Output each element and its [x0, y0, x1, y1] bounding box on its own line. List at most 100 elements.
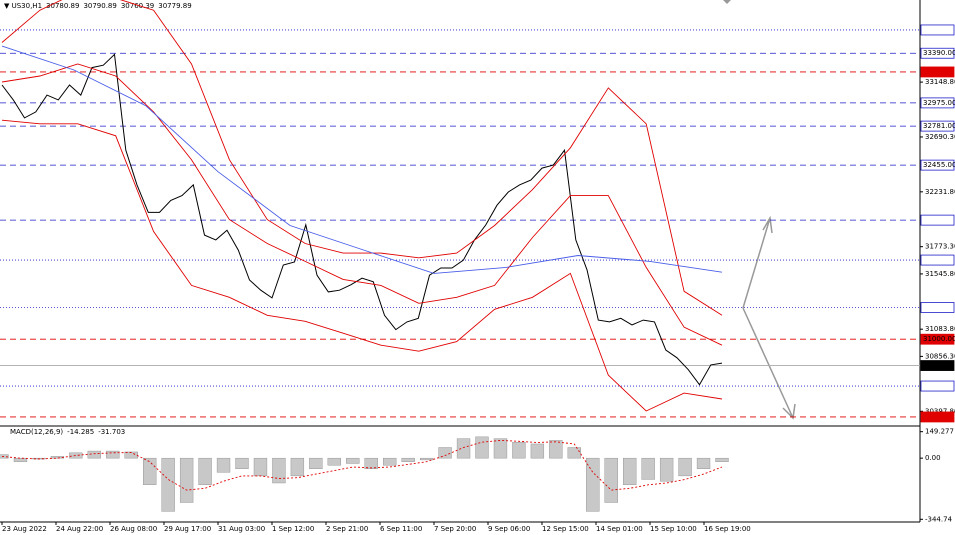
macd-title: MACD(12,26,9) -14.285 -31.703 [10, 428, 125, 436]
indicator-line [1, 119, 723, 412]
y-tick-label: 30397.80 [925, 407, 955, 415]
histogram-bar [69, 452, 83, 459]
y-tick-label: 32690.30 [925, 133, 955, 141]
indicator-line [1, 63, 723, 346]
histogram-bar [87, 450, 101, 459]
macd-value: -31.703 [98, 428, 125, 436]
histogram-bar [401, 457, 415, 462]
level-label: 32975.00 [923, 99, 955, 107]
y-tick-label: 31773.30 [925, 243, 955, 251]
histogram-bar [512, 441, 526, 459]
level-label-box [920, 254, 955, 266]
level-label-box [920, 97, 955, 109]
y-tick-label: 33148.80 [925, 78, 955, 86]
macd-value: -14.285 [67, 428, 94, 436]
histogram-bar [161, 457, 175, 512]
level-label-box [920, 120, 955, 132]
ohlc-value: 30760.39 [121, 2, 154, 10]
level-label-box [920, 360, 955, 371]
x-tick-label: 1 Sep 12:00 [272, 525, 314, 533]
histogram-bar [549, 440, 563, 459]
level-label-box [920, 380, 955, 392]
x-tick-label: 7 Sep 20:00 [434, 525, 476, 533]
histogram-bar [659, 457, 674, 482]
signal-line [1, 439, 723, 491]
y-tick-label: 149.277 [925, 428, 954, 436]
level-label: 32455.00 [923, 161, 955, 169]
level-label-box [920, 66, 955, 78]
histogram-bar [493, 438, 508, 459]
histogram-bar [678, 457, 692, 477]
histogram-bar [198, 457, 212, 485]
histogram-bar [290, 457, 305, 477]
histogram-bar [106, 450, 120, 459]
histogram-bar [235, 457, 249, 469]
indicator-line [1, 0, 723, 316]
histogram-bar [327, 457, 341, 466]
x-tick-label: 12 Sep 15:00 [542, 525, 589, 533]
histogram-bar [623, 457, 637, 485]
level-label: 31000.00 [923, 335, 955, 343]
histogram-bar [179, 457, 194, 503]
y-tick-label: 30856.30 [925, 352, 955, 360]
histogram-bar [438, 447, 452, 459]
histogram-bar [216, 457, 231, 473]
x-tick-label: 31 Aug 03:00 [218, 525, 265, 533]
ohlc-value: 30790.89 [83, 2, 116, 10]
level-label: 33390.00 [923, 49, 955, 57]
ohlc-value: 30779.89 [158, 2, 191, 10]
histogram-bar [696, 457, 711, 469]
x-tick-label: 16 Sep 19:00 [704, 525, 751, 533]
x-tick-label: 15 Sep 10:00 [650, 525, 697, 533]
histogram-bar [604, 457, 618, 503]
x-tick-label: 26 Aug 08:00 [110, 525, 157, 533]
level-label: 32781.00 [923, 122, 955, 130]
y-tick-label: 31083.80 [925, 325, 955, 333]
ohlc-value: 30780.89 [46, 2, 79, 10]
x-tick-label: 2 Sep 21:00 [326, 525, 368, 533]
level-label-box [920, 411, 955, 423]
x-tick-label: 23 Aug 2022 [2, 525, 47, 533]
y-tick-label: 32231.80 [925, 188, 955, 196]
histogram-bar [50, 456, 65, 459]
histogram-bar [383, 457, 397, 466]
indicator-line [1, 45, 723, 274]
histogram-bar [124, 451, 138, 459]
level-label-box [920, 302, 955, 313]
x-tick-label: 29 Aug 17:00 [164, 525, 211, 533]
symbol: ▼ US30,H1 30780.89 30790.89 30760.39 30779.8… [4, 2, 192, 10]
histogram-bar [346, 457, 360, 464]
shift-marker [723, 0, 731, 4]
x-tick-label: 6 Sep 11:00 [380, 525, 422, 533]
level-label-box [920, 333, 955, 345]
x-tick-label: 14 Sep 01:00 [596, 525, 643, 533]
level-label-box [920, 24, 955, 36]
histogram-bar [309, 457, 323, 469]
y-tick-label: 31545.80 [925, 270, 955, 278]
histogram-bar [586, 457, 600, 512]
histogram-bar [419, 457, 434, 461]
histogram-bar [13, 457, 28, 462]
level-label-box [920, 47, 955, 59]
level-label-box [920, 214, 955, 226]
x-tick-label: 9 Sep 06:00 [488, 525, 530, 533]
y-tick-label: -344.74 [925, 515, 953, 523]
level-label-box [920, 159, 955, 171]
projection-arrows [742, 215, 796, 420]
symbol-title: US30,H1 [12, 2, 42, 10]
histogram-bar [641, 457, 655, 480]
histogram-bar [715, 457, 729, 462]
histogram-bar [567, 447, 581, 459]
histogram-bar [253, 457, 268, 477]
histogram-bar [475, 436, 489, 459]
histogram-bar [364, 457, 378, 469]
histogram-bar [272, 457, 286, 484]
histogram-bar [530, 443, 545, 459]
histogram-bar [0, 454, 9, 459]
x-tick-label: 24 Aug 22:00 [56, 525, 103, 533]
y-tick-label: 0.00 [925, 454, 941, 462]
histogram-bar [143, 457, 157, 485]
histogram-bar [456, 438, 471, 459]
price-line [1, 53, 723, 386]
